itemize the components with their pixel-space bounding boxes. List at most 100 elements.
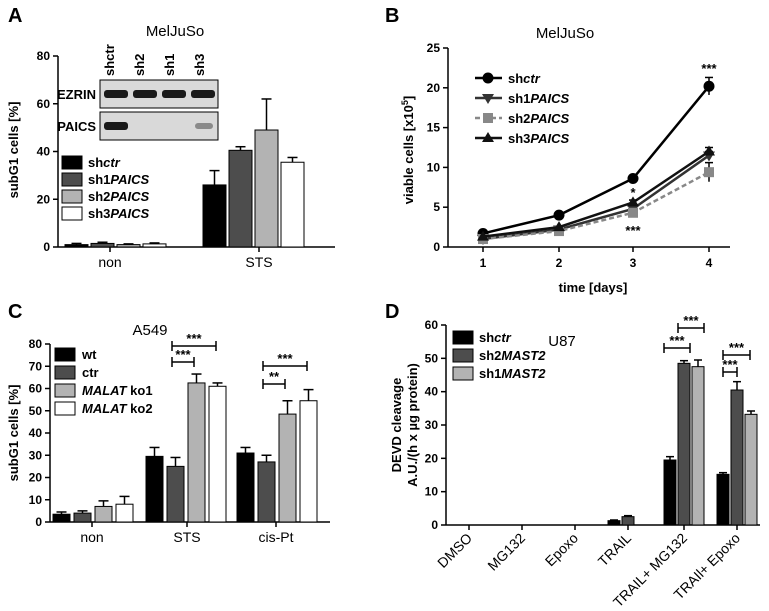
panel-c-legend-label: ctr (82, 365, 99, 380)
panel-d-bar (716, 473, 730, 526)
panel-c-y-tick-label: 60 (29, 382, 43, 396)
panel-d-bracket-label: *** (683, 313, 699, 328)
panel-c-bar (257, 461, 276, 523)
panel-a-bar (64, 244, 89, 248)
panel-d-x-tick-label: Epoxo (542, 530, 582, 570)
panel-a-y-tick-label: 0 (43, 240, 50, 254)
panel-c-legend-label: MALAT ko1 (82, 383, 153, 398)
panel-c-bar (52, 513, 71, 523)
panel-b-legend-marker (482, 132, 494, 142)
panel-a-legend-swatch (61, 155, 83, 170)
panel-b-series-line (482, 171, 710, 241)
panel-d-legend-label: shctr (479, 330, 512, 345)
panel-b-y-tick-label: 5 (433, 200, 440, 214)
panel-c-bar (166, 465, 185, 523)
panel-c-y-tick-label: 70 (29, 359, 43, 373)
panel-d-legend-swatch (452, 330, 474, 345)
panel-c-y-tick-label: 40 (29, 426, 43, 440)
panel-a-bar (142, 243, 167, 248)
panel-c-legend-swatch (54, 365, 76, 380)
panel-d-bracket-label: *** (729, 340, 745, 355)
panel-c-bar (208, 385, 227, 523)
panel-b-point (477, 230, 489, 241)
panel-b-y-label: viable cells [x105] (400, 96, 416, 204)
panel-d-legend-swatch (452, 366, 474, 381)
panel-d-bracket-label: *** (722, 357, 738, 372)
panel-c-bar (236, 452, 255, 523)
panel-b-series-line (482, 150, 710, 238)
panel-b-legend-marker (482, 94, 494, 104)
panel-b-x-tick-label: 2 (556, 256, 563, 270)
panel-a-legend-swatch (61, 206, 83, 221)
panel-c-y-label: subG1 cells [%] (6, 385, 21, 482)
panel-d-bar (730, 389, 744, 526)
panel-a-letter: A (8, 5, 22, 27)
panel-a-y-tick-label: 20 (37, 192, 51, 206)
panel-c-bar (145, 455, 164, 523)
panel-d-letter: D (385, 301, 399, 323)
panel-a-blot-band (195, 123, 213, 129)
panel-b-x-label: time [days] (559, 280, 628, 295)
panel-d-bar (663, 459, 677, 526)
panel-d-x-tick-label: MG132 (484, 530, 528, 574)
panel-b-significance: *** (625, 223, 641, 238)
panel-c-bar (73, 512, 92, 523)
panel-c-legend-label: MALAT ko2 (82, 401, 153, 416)
panel-b-point (704, 167, 714, 178)
panel-d-y-label: A.U./(h x µg protein) (405, 363, 420, 487)
panel-a-x-tick-label: non (98, 254, 121, 270)
panel-c-y-tick-label: 30 (29, 448, 43, 462)
panel-d-y-tick-label: 60 (425, 318, 439, 332)
panel-c-bracket-label: *** (175, 347, 191, 362)
panel-b-point (627, 173, 639, 185)
panel-b-point (553, 209, 565, 221)
panel-d-y-tick-label: 10 (425, 485, 439, 499)
panel-c-bar (115, 503, 134, 523)
panel-c-bracket-label: *** (186, 331, 202, 346)
panel-b-y-tick-label: 25 (427, 41, 441, 55)
panel-a-blot-lane-label: sh1 (162, 54, 177, 76)
panel-d-bar (677, 362, 691, 526)
panel-c-legend-swatch (54, 347, 76, 362)
panel-a-blot-lane-label: shctr (102, 44, 117, 76)
panel-b-significance: *** (701, 61, 717, 76)
panel-c-bar (278, 413, 297, 523)
panel-d-legend-label: sh2MAST2 (479, 348, 546, 363)
panel-b-point (703, 80, 715, 92)
panel-a-title: MelJuSo (146, 23, 204, 40)
panel-b-point (628, 207, 638, 218)
panel-b-legend-label: sh2PAICS (508, 111, 570, 126)
panel-b-legend-marker (483, 113, 493, 123)
panel-a-y-label: subG1 cells [%] (6, 102, 21, 199)
panel-d-title: U87 (548, 333, 576, 350)
panel-d-bar (691, 366, 705, 526)
panel-a-y-tick-label: 60 (37, 97, 51, 111)
panel-a-blot-band (162, 90, 186, 98)
panel-c-legend-swatch (54, 383, 76, 398)
panel-b-y-tick-label: 0 (433, 240, 440, 254)
panel-c-legend-label: wt (81, 347, 97, 362)
panel-d-bracket-label: *** (669, 333, 685, 348)
panel-a-bar (280, 161, 305, 248)
panel-c-bar (299, 400, 318, 523)
panel-d-y-tick-label: 0 (431, 518, 438, 532)
panel-b-y-tick-label: 10 (427, 160, 441, 174)
panel-a-y-tick-label: 80 (37, 49, 51, 63)
panel-b-legend-marker (482, 72, 494, 84)
panel-d-bar (744, 413, 758, 526)
panel-a-blot-lane-label: sh2 (132, 54, 147, 76)
panel-b-point (703, 145, 715, 156)
panel-c-bar (187, 382, 206, 523)
panel-b-series-line (482, 85, 710, 235)
panel-a-legend-label: shctr (88, 155, 121, 170)
panel-d-y-tick-label: 40 (425, 385, 439, 399)
panel-b-x-tick-label: 1 (480, 256, 487, 270)
panel-a-legend-label: sh1PAICS (88, 172, 150, 187)
panel-c-title: A549 (132, 322, 167, 339)
panel-c-y-tick-label: 20 (29, 471, 43, 485)
panel-a-legend-swatch (61, 172, 83, 187)
panel-a-blot-row-label: PAICS (57, 119, 96, 134)
panel-b-title: MelJuSo (536, 25, 594, 42)
panel-a-blot-band (133, 90, 157, 98)
